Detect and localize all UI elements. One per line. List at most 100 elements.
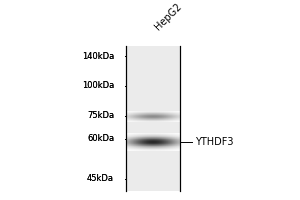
Bar bbox=[126, 190, 180, 191]
Bar bbox=[126, 177, 180, 178]
Text: 45kDa: 45kDa bbox=[87, 174, 114, 183]
Bar bbox=[126, 53, 180, 54]
Text: 60kDa: 60kDa bbox=[87, 134, 114, 143]
Bar bbox=[126, 156, 180, 158]
Bar bbox=[126, 111, 180, 113]
Bar bbox=[126, 69, 180, 70]
Bar bbox=[126, 143, 180, 145]
Bar bbox=[126, 172, 180, 174]
Bar bbox=[126, 115, 180, 117]
Bar bbox=[126, 118, 180, 120]
Bar bbox=[126, 139, 180, 140]
Bar bbox=[126, 65, 180, 66]
Bar bbox=[126, 137, 180, 139]
Text: 75kDa: 75kDa bbox=[87, 111, 114, 120]
Bar bbox=[126, 63, 180, 65]
Bar bbox=[126, 127, 180, 129]
Text: HepG2: HepG2 bbox=[153, 1, 184, 32]
Bar bbox=[126, 89, 180, 91]
Bar bbox=[126, 75, 180, 76]
Bar bbox=[126, 107, 180, 108]
Bar bbox=[126, 72, 180, 73]
Text: 140kDa: 140kDa bbox=[82, 52, 114, 61]
Bar bbox=[126, 120, 180, 121]
Bar bbox=[126, 136, 180, 137]
Bar bbox=[126, 158, 180, 159]
Bar bbox=[126, 150, 180, 152]
Text: 45kDa: 45kDa bbox=[87, 174, 114, 183]
Bar bbox=[126, 123, 180, 124]
Bar bbox=[126, 114, 180, 115]
Bar bbox=[126, 134, 180, 136]
Bar bbox=[126, 82, 180, 83]
Bar bbox=[126, 185, 180, 187]
Bar bbox=[126, 102, 180, 104]
Bar bbox=[126, 148, 180, 149]
Text: 140kDa: 140kDa bbox=[82, 52, 114, 61]
Bar bbox=[126, 97, 180, 98]
Bar bbox=[126, 104, 180, 105]
Bar bbox=[126, 129, 180, 130]
Bar bbox=[126, 101, 180, 102]
Bar bbox=[126, 46, 180, 47]
Bar bbox=[126, 164, 180, 165]
Bar bbox=[126, 169, 180, 171]
Bar bbox=[126, 133, 180, 134]
Text: 60kDa: 60kDa bbox=[87, 134, 114, 143]
Bar bbox=[126, 66, 180, 67]
Bar bbox=[126, 126, 180, 127]
Bar bbox=[126, 50, 180, 51]
Bar bbox=[126, 48, 180, 50]
Bar bbox=[126, 81, 180, 82]
Bar bbox=[126, 108, 180, 110]
Bar bbox=[126, 159, 180, 161]
Bar bbox=[126, 184, 180, 185]
Bar bbox=[126, 182, 180, 184]
Bar bbox=[126, 174, 180, 175]
Bar bbox=[126, 145, 180, 146]
Bar bbox=[126, 86, 180, 88]
Bar bbox=[126, 56, 180, 57]
Bar bbox=[126, 73, 180, 75]
Bar bbox=[126, 178, 180, 180]
Bar bbox=[126, 168, 180, 169]
Bar bbox=[126, 149, 180, 150]
Bar bbox=[126, 166, 180, 168]
Bar bbox=[126, 67, 180, 69]
Bar bbox=[126, 161, 180, 162]
Bar bbox=[126, 85, 180, 86]
Bar bbox=[126, 62, 180, 63]
Bar bbox=[126, 124, 180, 126]
Bar bbox=[126, 60, 180, 62]
Bar bbox=[126, 155, 180, 156]
Text: 100kDa: 100kDa bbox=[82, 81, 114, 90]
Bar bbox=[126, 57, 180, 59]
Bar bbox=[126, 88, 180, 89]
Bar bbox=[126, 187, 180, 188]
Bar bbox=[126, 51, 180, 53]
Bar bbox=[126, 171, 180, 172]
Bar bbox=[126, 92, 180, 94]
Bar bbox=[126, 142, 180, 143]
Bar bbox=[126, 188, 180, 190]
Bar bbox=[126, 59, 180, 60]
Bar bbox=[126, 79, 180, 81]
Bar bbox=[126, 95, 180, 97]
Text: 75kDa: 75kDa bbox=[87, 111, 114, 120]
Bar bbox=[126, 180, 180, 181]
Text: YTHDF3: YTHDF3 bbox=[195, 137, 233, 147]
Bar bbox=[126, 121, 180, 123]
Bar bbox=[126, 165, 180, 166]
Bar bbox=[126, 110, 180, 111]
Bar bbox=[126, 130, 180, 132]
Bar bbox=[126, 113, 180, 114]
Bar bbox=[126, 181, 180, 182]
Bar bbox=[126, 94, 180, 95]
Bar bbox=[126, 146, 180, 148]
Bar bbox=[126, 83, 180, 85]
Bar bbox=[126, 175, 180, 177]
Bar bbox=[126, 162, 180, 164]
Bar bbox=[126, 105, 180, 107]
Bar bbox=[126, 76, 180, 78]
Text: 100kDa: 100kDa bbox=[82, 81, 114, 90]
